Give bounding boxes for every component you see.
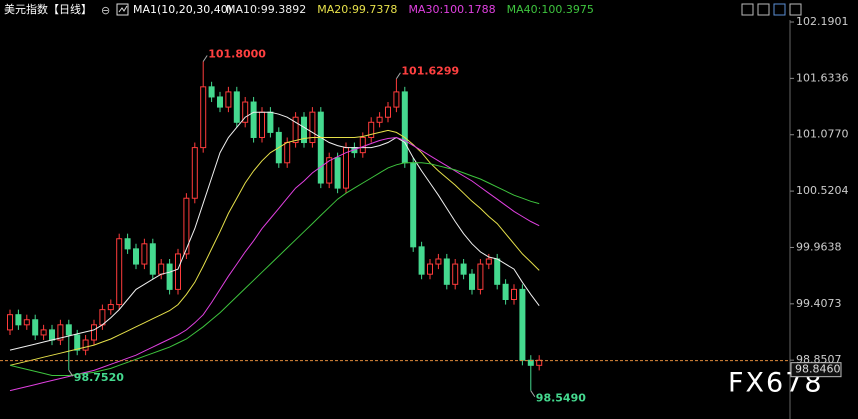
ma-line [9, 129, 540, 366]
candle-body [23, 319, 30, 326]
y-tick-label: 102.1901 [796, 15, 849, 28]
candle-body [15, 314, 22, 326]
candle-body [536, 359, 543, 366]
candle-body [259, 111, 265, 138]
y-tick-label: 99.4073 [796, 297, 842, 310]
candle-body [435, 258, 442, 265]
candle-body [443, 258, 450, 285]
candle-body [191, 147, 198, 199]
candle-body [141, 243, 148, 265]
candle-body [233, 91, 240, 123]
candle-body [124, 238, 131, 250]
candle-body [477, 263, 484, 290]
annotation: 101.6299 [401, 65, 459, 78]
candle-body [225, 91, 232, 108]
candle-body [368, 121, 375, 138]
candle-body [175, 253, 181, 290]
candle-body [427, 263, 433, 275]
candle-body [217, 96, 223, 108]
candle-body [267, 111, 274, 133]
candle-body [460, 263, 467, 275]
candle-body [401, 91, 408, 164]
button[interactable] [741, 3, 754, 16]
candle-body [418, 246, 425, 275]
y-tick-label: 101.0770 [796, 128, 849, 141]
candle-body [49, 329, 55, 341]
candle-body [116, 238, 123, 306]
button[interactable] [757, 3, 770, 16]
candle-body [385, 106, 391, 118]
indicator-title: MA1(10,20,30,40) [133, 3, 232, 16]
y-tick-label: 99.9638 [796, 240, 842, 253]
candle-body [284, 142, 291, 164]
candle-body [301, 116, 307, 144]
candle-body [317, 111, 324, 184]
candle-body [91, 324, 97, 341]
y-tick-label: 101.6336 [796, 71, 849, 84]
candle-body [511, 288, 517, 301]
annotation-leader [530, 390, 536, 398]
ma-line [9, 162, 540, 376]
last-price-box [790, 362, 842, 378]
candle-body [376, 116, 383, 123]
button[interactable] [789, 3, 802, 16]
candle-body [208, 86, 215, 98]
annotation-leader [202, 55, 208, 62]
annotation: 101.8000 [208, 48, 266, 61]
candle-body [250, 101, 257, 138]
title-icon[interactable]: ⊖ [101, 4, 110, 17]
indicator-icon-glyph [118, 5, 128, 13]
candle-body [359, 136, 366, 154]
candle-body [149, 243, 156, 275]
candle-body [309, 111, 316, 144]
chart-title: 美元指数【日线】 [4, 2, 92, 16]
candle-body [57, 324, 64, 341]
candle-body [502, 283, 509, 301]
annotation-leader [68, 369, 74, 377]
annotation: 98.7520 [74, 371, 124, 384]
legend-entry: MA40:100.3975 [507, 3, 594, 16]
candle-body [393, 91, 400, 108]
candle-body [82, 339, 89, 351]
y-tick-label: 100.5204 [796, 184, 849, 197]
candle-body [166, 263, 173, 290]
candle-body [494, 258, 501, 285]
candle-body [519, 288, 526, 361]
candle-body [334, 157, 341, 189]
legend-entry: MA10:99.3892 [226, 3, 306, 16]
candle-body [158, 263, 165, 275]
annotation: 98.5490 [536, 392, 586, 405]
ma-line [9, 136, 540, 392]
candle-body [40, 329, 47, 336]
legend-entry: MA30:100.1788 [408, 3, 495, 16]
candle-body [485, 258, 492, 265]
last-price-label: 98.8460 [795, 363, 841, 376]
candle-body [99, 309, 106, 326]
button[interactable] [773, 3, 786, 16]
candle-body [469, 273, 475, 290]
candle-body [133, 248, 139, 265]
candle-body [65, 324, 72, 336]
candle-body [326, 157, 333, 184]
candle-body [32, 319, 39, 336]
ma-line [9, 111, 540, 351]
candle-body [242, 101, 249, 123]
candle-body [292, 116, 299, 144]
candle-body [183, 197, 190, 255]
annotation-leader [395, 72, 401, 80]
candle-body [200, 86, 207, 149]
candle-body [74, 334, 81, 351]
candle-body [452, 263, 459, 285]
legend-entry: MA20:99.7378 [317, 3, 397, 16]
window-buttons [741, 3, 802, 16]
candle-body [107, 304, 114, 311]
indicator-icon[interactable] [116, 3, 129, 16]
candle-body [7, 314, 13, 331]
candle-body [410, 162, 417, 248]
